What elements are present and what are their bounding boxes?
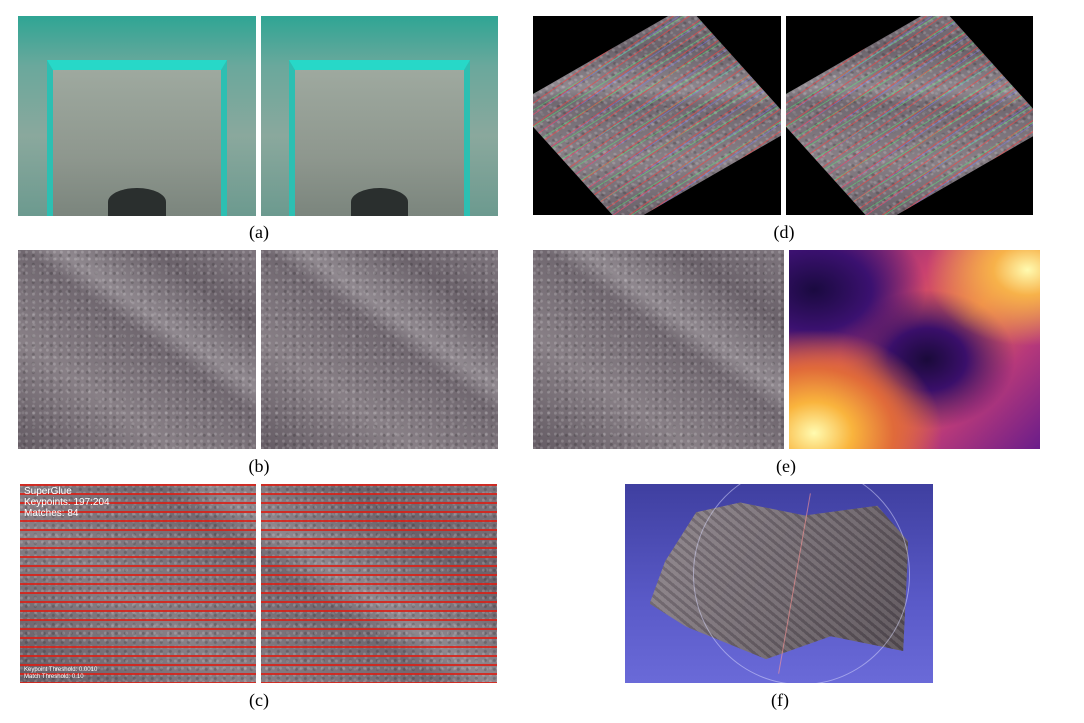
panel-e-image <box>533 250 784 449</box>
caption-b: (b) <box>248 456 270 476</box>
panel-e-depth-map <box>789 250 1040 449</box>
caption-c: (c) <box>249 690 269 710</box>
panel-f-3d-reconstruction <box>625 484 933 683</box>
caption-d: (d) <box>773 222 795 242</box>
superglue-matches: Matches: 84 <box>24 508 79 519</box>
caption-e: (e) <box>776 456 796 476</box>
superglue-keypoints: Keypoints: 197:204 <box>24 497 110 508</box>
panel-a-right-image <box>261 16 498 216</box>
panel-d-left-image <box>533 16 781 215</box>
superglue-title: SuperGlue <box>24 486 72 497</box>
caption-f: (f) <box>771 690 789 710</box>
trackball-ring <box>692 484 911 683</box>
panel-c-matches: SuperGlue Keypoints: 197:204 Matches: 84… <box>20 484 497 683</box>
caption-a: (a) <box>249 222 269 242</box>
panel-a-left-image <box>18 16 256 216</box>
panel-b-left-image <box>18 250 256 449</box>
superglue-match-threshold: Match Threshold: 0.10 <box>24 674 84 680</box>
superglue-keypoint-threshold: Keypoint Threshold: 0.0010 <box>24 667 98 673</box>
panel-b-right-image <box>261 250 498 449</box>
panel-d-right-image <box>786 16 1033 215</box>
